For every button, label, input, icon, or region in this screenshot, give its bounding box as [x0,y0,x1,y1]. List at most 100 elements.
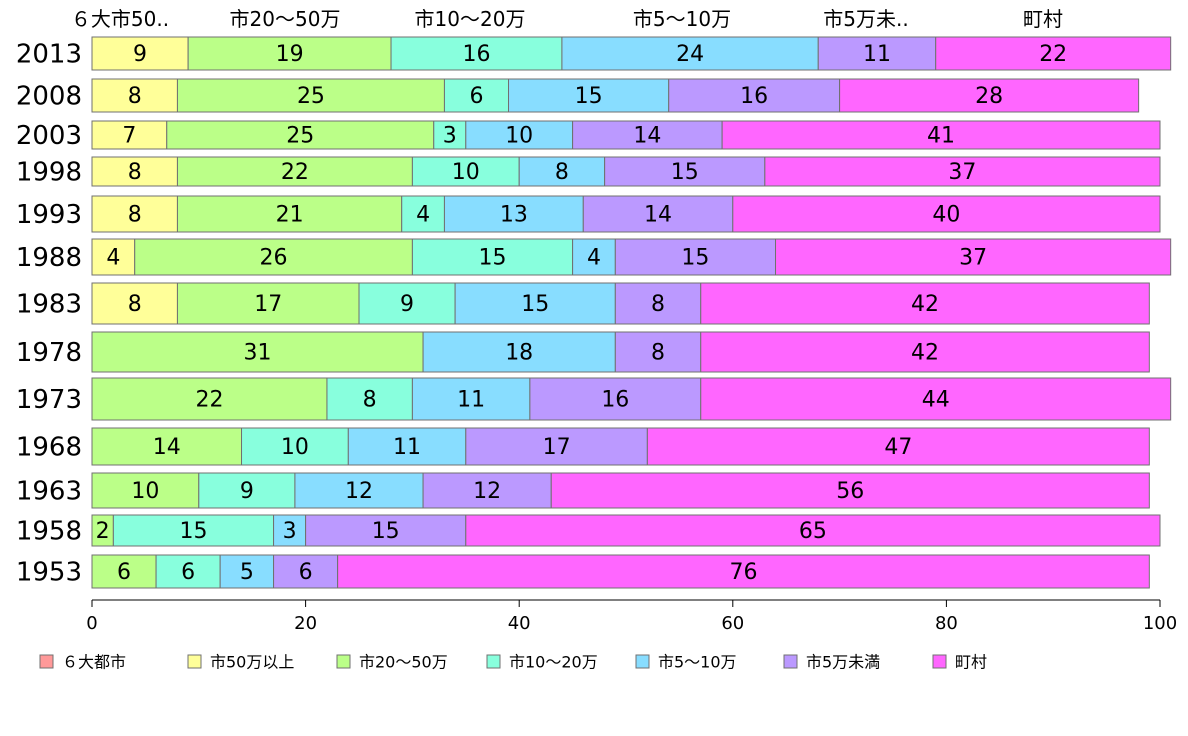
bar-segment [839,78,1140,113]
bar-segment [91,554,157,589]
data-label: 8 [363,388,377,413]
bar-segment [176,78,445,113]
bar-segment [91,156,178,187]
bar-segment [443,195,584,233]
data-label: 15 [681,246,709,271]
legend-item: 市20〜50万 [336,653,448,672]
data-label: 12 [473,479,501,504]
bar-segment [401,195,445,233]
bar-segment [273,514,307,547]
bar-segment [529,377,702,421]
year-label: 1983 [16,290,82,320]
legend-item: 町村 [932,653,987,672]
x-tick-label: 100 [1143,613,1177,634]
bar-row: 1988 4 26 15 4 15 37 [16,238,1172,276]
bar-segment [454,282,616,325]
bar-segment [337,554,1150,589]
legend-item: 市10〜20万 [486,653,598,672]
data-label: 3 [443,124,457,149]
year-label: 2008 [16,82,82,112]
data-label: 44 [922,388,950,413]
legend-swatch [932,654,947,669]
bar-row: 2008 8 25 6 15 16 28 [16,78,1140,113]
data-label: 8 [555,160,569,185]
year-label: 1978 [16,338,82,368]
data-label: 14 [644,203,672,228]
legend-label: 市50万以上 [210,653,294,672]
data-label: 8 [128,203,142,228]
legend-item: 市5万未満 [783,653,880,672]
bar-segment [91,36,189,71]
data-label: 15 [372,519,400,544]
legend-item: ６大都市 [39,653,126,672]
data-label: 4 [416,203,430,228]
data-label: 25 [297,84,325,109]
bar-segment [614,331,702,373]
data-label: 15 [575,84,603,109]
data-label: 13 [500,203,528,228]
bar-segment [326,377,413,421]
year-label: 1993 [16,200,82,230]
legend-label: 市10〜20万 [509,653,598,672]
bar-row: 1963 10 9 12 12 56 [16,472,1150,509]
year-label: 1958 [16,517,82,547]
data-label: 5 [240,560,254,585]
legend: ６大都市 市50万以上 市20〜50万 市10〜20万 市5〜10万 市5万未満 町村 [39,653,987,672]
bar-segment [305,514,467,547]
bar-segment [604,156,766,187]
bar-segment [550,472,1150,509]
data-label: 17 [254,292,282,317]
data-label: 16 [740,84,768,109]
bar-segment [935,36,1172,71]
bar-segment [176,156,413,187]
year-label: 2003 [16,121,82,151]
data-label: 6 [117,560,131,585]
column-header: 市5万未.. [823,7,908,31]
data-label: 25 [286,124,314,149]
bar-segment [155,554,221,589]
bar-row: 1978 31 18 8 42 [16,331,1150,373]
data-label: 37 [948,160,976,185]
data-label: 56 [836,479,864,504]
bar-segment [775,238,1172,276]
data-label: 9 [400,292,414,317]
bar-segment [176,282,360,325]
bar-segment [91,472,200,509]
bar-segment [700,377,1172,421]
bar-segment [732,195,1161,233]
data-label: 22 [281,160,309,185]
data-label: 4 [106,246,120,271]
x-tick-label: 0 [86,613,97,634]
data-label: 11 [393,435,421,460]
data-label: 21 [276,203,304,228]
data-label: 6 [469,84,483,109]
legend-swatch [336,654,351,669]
bar-row: 2003 7 25 3 10 14 41 [16,120,1161,151]
data-label: 22 [195,388,223,413]
year-label: 1968 [16,433,82,463]
data-label: 9 [133,42,147,67]
data-label: 4 [587,246,601,271]
bar-segment [443,78,510,113]
data-label: 31 [244,341,272,366]
legend-item: 市5〜10万 [635,653,737,672]
bar-segment [508,78,670,113]
legend-swatch [635,654,650,669]
data-label: 2 [96,519,110,544]
bar-segment [91,238,136,276]
data-label: 8 [651,292,665,317]
bar-segment [817,36,937,71]
data-label: 37 [959,246,987,271]
year-label: 1963 [16,477,82,507]
data-label: 16 [462,42,490,67]
data-label: 15 [671,160,699,185]
x-tick-label: 40 [508,613,531,634]
legend-swatch [187,654,202,669]
legend-item: 市50万以上 [187,653,294,672]
year-label: 1998 [16,158,82,188]
bar-segment [411,156,520,187]
data-label: 10 [505,124,533,149]
data-label: 15 [479,246,507,271]
bar-segment [187,36,392,71]
